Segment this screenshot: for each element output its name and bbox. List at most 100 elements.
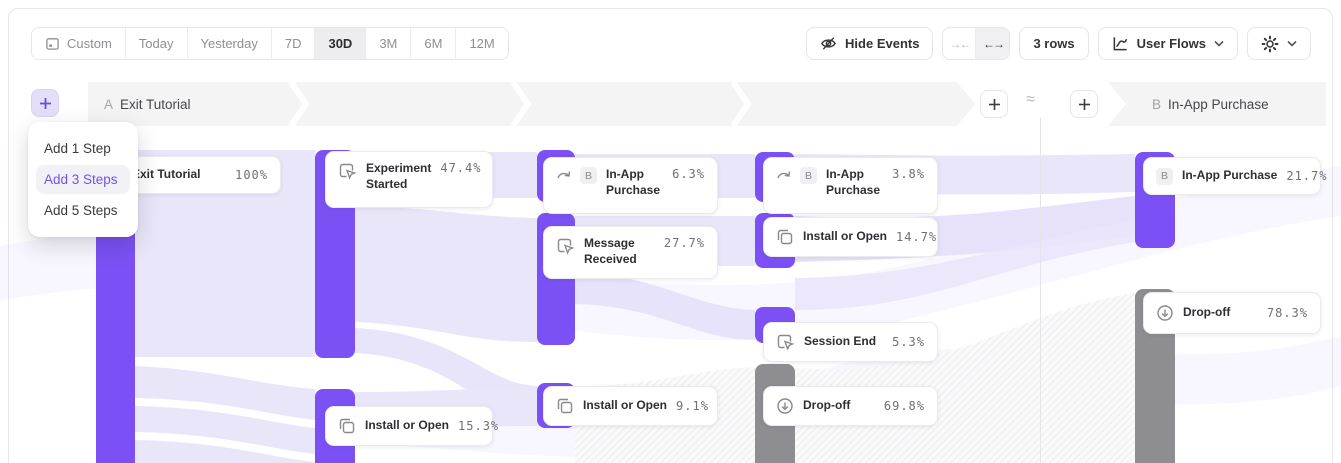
node-percent: 3.8% — [892, 167, 925, 181]
menu-item-add-3-steps[interactable]: Add 3 Steps — [36, 165, 130, 194]
copy-squares-icon — [338, 417, 356, 435]
add-step-menu: Add 1 Step Add 3 Steps Add 5 Steps — [28, 122, 138, 237]
node-message-received[interactable]: Message Received 27.7% — [543, 226, 718, 279]
arrow-down-circle-icon — [776, 397, 794, 415]
date-range-12m[interactable]: 12M — [456, 28, 508, 59]
date-range-label: Today — [138, 36, 174, 51]
gap-separator: ≈ — [1026, 91, 1035, 108]
node-in-app-purchase-3[interactable]: B In-App Purchase 6.3% — [543, 157, 718, 214]
add-step-after-a-button[interactable] — [980, 90, 1008, 118]
node-label: Session End — [804, 334, 877, 349]
date-range-label: Custom — [67, 36, 112, 51]
node-experiment-started[interactable]: Experiment Started 47.4% — [325, 151, 493, 208]
date-range-selector: Custom Today Yesterday 7D 30D 3M 6M 12M — [31, 27, 509, 60]
node-label: In-App Purchase — [606, 167, 661, 197]
date-range-label: 6M — [424, 36, 443, 51]
step-prefix: B — [1152, 96, 1162, 112]
rows-label: 3 rows — [1033, 36, 1075, 51]
date-range-label: 7D — [284, 36, 302, 51]
node-percent: 21.7% — [1286, 169, 1328, 183]
add-step-before-b-button[interactable] — [1070, 90, 1098, 118]
band-chevron-icon — [288, 82, 312, 126]
step-prefix: A — [104, 96, 114, 112]
date-range-7d[interactable]: 7D — [271, 28, 316, 59]
node-label: Experiment Started — [366, 161, 432, 191]
cursor-click-icon — [776, 333, 795, 352]
cursor-click-icon — [556, 237, 575, 256]
node-label: Install or Open — [583, 398, 668, 413]
node-install-or-open-2[interactable]: Install or Open 15.3% — [325, 406, 498, 446]
expand-columns-button[interactable]: ←→ — [976, 28, 1010, 59]
date-range-3m[interactable]: 3M — [366, 28, 412, 59]
section-divider — [1040, 118, 1041, 463]
node-percent: 9.1% — [676, 399, 709, 413]
chevron-down-icon — [1214, 40, 1224, 47]
node-percent: 14.7% — [896, 230, 938, 244]
node-session-end[interactable]: Session End 5.3% — [763, 322, 938, 362]
view-mode-dropdown[interactable]: User Flows — [1097, 27, 1238, 60]
date-range-label: 30D — [328, 36, 353, 51]
collapse-columns-button[interactable]: →← — [943, 28, 977, 59]
node-percent: 15.3% — [458, 419, 500, 433]
node-percent: 47.4% — [440, 161, 482, 175]
toolbar: Custom Today Yesterday 7D 30D 3M 6M 12M — [31, 27, 1311, 60]
date-range-label: 12M — [469, 36, 495, 51]
node-percent: 69.8% — [883, 399, 925, 413]
date-range-6m[interactable]: 6M — [411, 28, 457, 59]
date-range-today[interactable]: Today — [125, 28, 188, 59]
hide-events-button[interactable]: Hide Events — [806, 27, 934, 60]
step-b-badge: B — [1156, 167, 1173, 185]
node-drop-off-9[interactable]: Drop-off 69.8% — [763, 386, 938, 426]
chevron-down-icon — [1287, 40, 1297, 47]
node-label: Install or Open — [803, 229, 888, 244]
node-drop-off-11[interactable]: Drop-off 78.3% — [1143, 292, 1321, 334]
expand-icon: ←→ — [982, 36, 1005, 51]
arrow-down-circle-icon — [1156, 304, 1174, 322]
redo-arrow-icon — [776, 168, 791, 181]
date-range-custom[interactable]: Custom — [32, 28, 126, 59]
band-chevron-icon — [510, 82, 534, 126]
settings-dropdown[interactable] — [1247, 27, 1311, 60]
add-step-button-active[interactable] — [31, 89, 59, 117]
date-range-label: 3M — [379, 36, 398, 51]
node-in-app-purchase-10[interactable]: B In-App Purchase 21.7% — [1143, 157, 1326, 195]
date-range-30d[interactable]: 30D — [315, 28, 367, 59]
node-exit-tutorial[interactable]: Exit Tutorial 100% — [119, 156, 281, 194]
node-label: Message Received — [584, 236, 637, 266]
cursor-click-icon — [338, 162, 357, 181]
node-percent: 6.3% — [672, 167, 705, 181]
menu-item-add-5-steps[interactable]: Add 5 Steps — [44, 203, 118, 218]
step-header-band-a[interactable]: A Exit Tutorial — [88, 82, 975, 126]
date-range-label: Yesterday — [200, 36, 258, 51]
node-percent: 5.3% — [892, 335, 925, 349]
step-header-label: B In-App Purchase — [1152, 97, 1269, 112]
node-percent: 27.7% — [663, 236, 705, 250]
node-label: In-App Purchase — [1182, 168, 1278, 183]
node-install-or-open-5[interactable]: Install or Open 9.1% — [543, 386, 718, 426]
step-name: In-App Purchase — [1168, 96, 1269, 112]
node-percent: 78.3% — [1266, 306, 1308, 320]
node-label: Exit Tutorial — [132, 167, 201, 182]
date-range-yesterday[interactable]: Yesterday — [187, 28, 272, 59]
copy-squares-icon — [556, 397, 574, 415]
node-install-or-open-7[interactable]: Install or Open 14.7% — [763, 217, 938, 257]
redo-arrow-icon — [556, 168, 571, 181]
step-name: Exit Tutorial — [120, 96, 191, 112]
node-percent: 100% — [235, 168, 268, 182]
rows-button[interactable]: 3 rows — [1019, 27, 1089, 60]
step-b-badge: B — [580, 167, 597, 184]
collapse-expand-toggle: →← ←→ — [942, 27, 1011, 60]
gear-icon — [1261, 35, 1279, 53]
hide-events-label: Hide Events — [845, 36, 920, 51]
step-header-band-b[interactable]: B In-App Purchase — [1108, 82, 1326, 126]
node-label: Install or Open — [365, 418, 450, 433]
menu-item-add-1-step[interactable]: Add 1 Step — [44, 141, 111, 156]
node-label: In-App Purchase — [826, 167, 881, 197]
copy-squares-icon — [776, 228, 794, 246]
step-header-label: A Exit Tutorial — [104, 97, 191, 112]
collapse-icon: →← — [949, 36, 971, 51]
band-chevron-icon — [730, 82, 754, 126]
node-in-app-purchase-6[interactable]: B In-App Purchase 3.8% — [763, 157, 938, 214]
flow-chart-icon — [1112, 35, 1129, 52]
